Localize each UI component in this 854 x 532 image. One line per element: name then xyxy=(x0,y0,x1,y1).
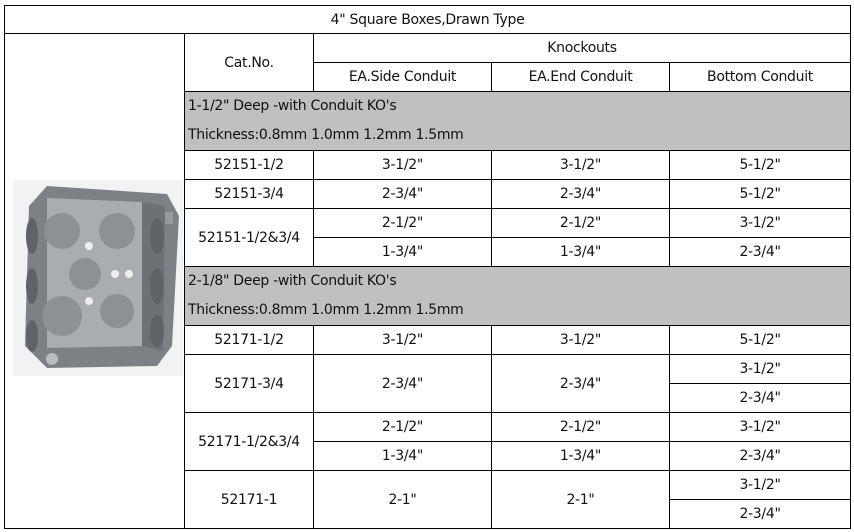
bottom-value: 5-1/2" xyxy=(668,325,852,355)
end-value: 2-3/4" xyxy=(491,354,670,413)
header-knockouts: Knockouts xyxy=(312,33,852,63)
section-title: 2-1/8" Deep -with Conduit KO's xyxy=(188,273,397,289)
side-value: 2-3/4" xyxy=(313,179,492,209)
bottom-value: 2-3/4" xyxy=(668,383,852,413)
bottom-value: 3-1/2" xyxy=(668,470,852,500)
cat-no: 52151-3/4 xyxy=(184,179,314,209)
cat-no: 52171-1/2&3/4 xyxy=(184,412,314,471)
end-value: 1-3/4" xyxy=(491,441,670,471)
product-table: 4" Square Boxes,Drawn Type Cat.No. Knock… xyxy=(3,5,852,529)
table-row: 2-3/4" xyxy=(5,499,852,529)
end-value: 1-3/4" xyxy=(491,237,670,267)
section-header: 2-1/8" Deep -with Conduit KO's Thickness… xyxy=(183,266,852,326)
bottom-value: 3-1/2" xyxy=(668,412,852,442)
side-value: 1-3/4" xyxy=(313,237,492,267)
header-bottom-conduit: Bottom Conduit xyxy=(668,62,852,92)
section-title: 1-1/2" Deep -with Conduit KO's xyxy=(188,98,397,114)
bottom-value: 5-1/2" xyxy=(668,179,852,209)
cat-no: 52171-1 xyxy=(184,470,314,529)
end-value: 2-3/4" xyxy=(491,179,670,209)
table-row: 52171-3/4 2-3/4" 2-3/4" 3-1/2" xyxy=(5,354,852,413)
section-thickness: Thickness:0.8mm 1.0mm 1.2mm 1.5mm xyxy=(188,302,464,318)
side-value: 2-3/4" xyxy=(313,354,492,413)
end-value: 2-1/2" xyxy=(491,208,670,238)
side-value: 3-1/2" xyxy=(313,150,492,180)
side-value: 2-1/2" xyxy=(313,208,492,238)
electrical-box-image xyxy=(12,180,183,376)
side-value: 2-1" xyxy=(313,470,492,529)
cat-no: 52171-1/2 xyxy=(184,325,314,355)
cat-no: 52171-3/4 xyxy=(184,354,314,413)
side-value: 1-3/4" xyxy=(313,441,492,471)
bottom-value: 3-1/2" xyxy=(668,354,852,384)
table-row: 52171-1/2 3-1/2" 3-1/2" 5-1/2" xyxy=(5,325,852,355)
end-value: 3-1/2" xyxy=(491,150,670,180)
side-value: 3-1/2" xyxy=(313,325,492,355)
bottom-value: 2-3/4" xyxy=(668,237,852,267)
table-title: 4" Square Boxes,Drawn Type xyxy=(3,5,852,34)
table-row: 52151-1/2&3/4 2-1/2" 2-1/2" 3-1/2" xyxy=(5,208,852,267)
header-end-conduit: EA.End Conduit xyxy=(491,62,670,92)
section-header: 1-1/2" Deep -with Conduit KO's Thickness… xyxy=(183,91,852,151)
table-row: 52151-3/4 2-3/4" 2-3/4" 5-1/2" xyxy=(5,179,852,209)
cat-no: 52151-1/2 xyxy=(184,150,314,180)
bottom-value: 5-1/2" xyxy=(668,150,852,180)
bottom-value: 2-3/4" xyxy=(668,499,852,529)
section-thickness: Thickness:0.8mm 1.0mm 1.2mm 1.5mm xyxy=(188,127,464,143)
side-value: 2-1/2" xyxy=(313,412,492,442)
bottom-value: 3-1/2" xyxy=(668,208,852,238)
bottom-value: 2-3/4" xyxy=(668,441,852,471)
header-cat-no: Cat.No. xyxy=(184,33,314,92)
table-row: 1-3/4" 1-3/4" 2-3/4" xyxy=(5,237,852,267)
end-value: 3-1/2" xyxy=(491,325,670,355)
table-row: 52171-1 2-1" 2-1" 3-1/2" xyxy=(5,470,852,529)
header-side-conduit: EA.Side Conduit xyxy=(313,62,492,92)
cat-no: 52151-1/2&3/4 xyxy=(184,208,314,267)
end-value: 2-1" xyxy=(491,470,670,529)
end-value: 2-1/2" xyxy=(491,412,670,442)
table-row: 52151-1/2 3-1/2" 3-1/2" 5-1/2" xyxy=(5,150,852,180)
table-row: 52171-1/2&3/4 2-1/2" 2-1/2" 3-1/2" xyxy=(5,412,852,471)
product-image-cell xyxy=(4,33,185,529)
